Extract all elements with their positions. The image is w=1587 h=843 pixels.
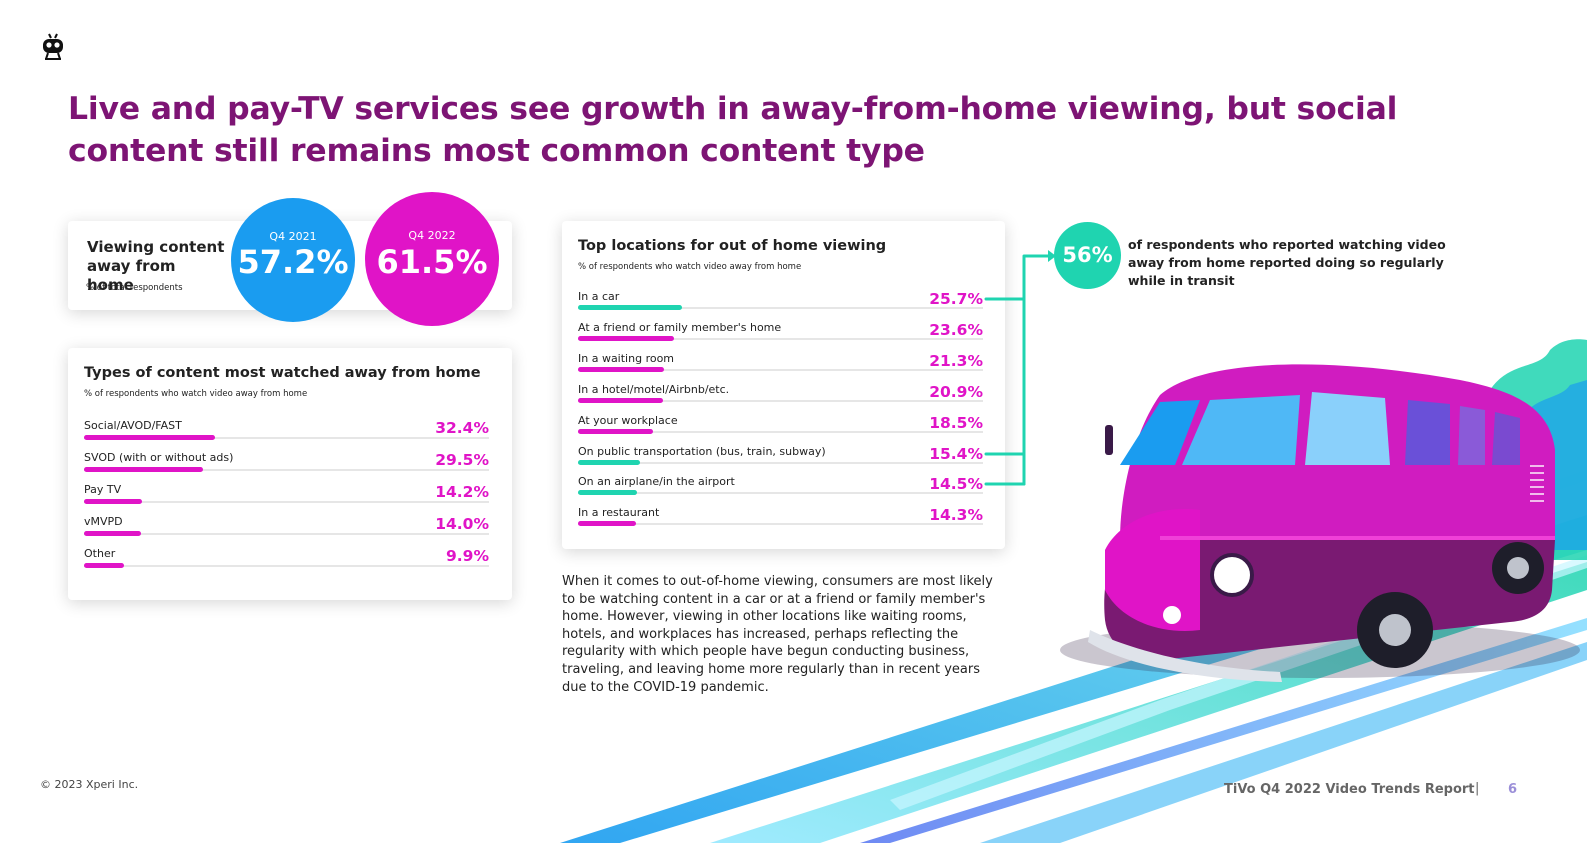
- bar-track: [84, 533, 489, 535]
- bar-value-label: 23.6%: [929, 320, 983, 339]
- bar-label: SVOD (with or without ads): [84, 451, 234, 464]
- bar-row: In a waiting room 21.3%: [578, 352, 983, 383]
- locations-card-subtitle: % of respondents who watch video away fr…: [578, 262, 802, 272]
- bar-label: In a hotel/motel/Airbnb/etc.: [578, 382, 730, 396]
- bar-value-label: 14.3%: [929, 506, 983, 525]
- bus: [1060, 364, 1580, 682]
- q4-2021-value: 57.2%: [237, 243, 349, 281]
- footer-separator: |: [1475, 781, 1480, 796]
- bar-label: Social/AVOD/FAST: [84, 419, 182, 432]
- bar-row: On public transportation (bus, train, su…: [578, 445, 983, 476]
- bar: [578, 428, 653, 434]
- body-paragraph: When it comes to out-of-home viewing, co…: [562, 574, 993, 695]
- bar-value-label: 14.0%: [435, 515, 489, 533]
- bar: [84, 563, 125, 568]
- bar-track: [578, 523, 983, 526]
- transit-stat-circle: 56%: [1054, 222, 1121, 289]
- bar-value-label: 9.9%: [446, 547, 489, 565]
- bar-row: Social/AVOD/FAST 32.4%: [84, 419, 489, 451]
- bar: [84, 467, 204, 472]
- bar-label: vMVPD: [84, 515, 123, 528]
- bar-value-label: 20.9%: [929, 382, 983, 401]
- bar-label: On public transportation (bus, train, su…: [578, 444, 826, 458]
- bar: [578, 459, 641, 465]
- bar: [578, 397, 663, 403]
- transit-connector: [984, 250, 1056, 486]
- bar-label: Pay TV: [84, 483, 122, 496]
- bar-value-label: 14.2%: [435, 483, 489, 501]
- bar: [84, 531, 141, 536]
- bar-row: At your workplace 18.5%: [578, 414, 983, 445]
- bar-label: In a waiting room: [578, 351, 675, 365]
- bar-track: [578, 430, 983, 433]
- report-name: TiVo Q4 2022 Video Trends Report: [1224, 782, 1475, 797]
- bar-row: In a car 25.7%: [578, 290, 983, 321]
- q4-2022-value: 61.5%: [376, 243, 488, 281]
- bar: [578, 490, 637, 496]
- bar-label: On an airplane/in the airport: [578, 475, 735, 489]
- away-card-heading: Viewing content away from home: [87, 238, 225, 294]
- types-card-heading: Types of content most watched away from …: [84, 365, 481, 381]
- bar-track: [578, 492, 983, 495]
- bar-value-label: 14.5%: [929, 475, 983, 494]
- types-card-subtitle: % of respondents who watch video away fr…: [84, 389, 308, 399]
- bar-track: [84, 565, 489, 567]
- transit-stat-text: of respondents who reported watching vid…: [1128, 237, 1446, 288]
- bar-value-label: 32.4%: [435, 419, 489, 437]
- bar-track: [84, 469, 489, 471]
- bar-label: At a friend or family member's home: [578, 320, 782, 334]
- bar-value-label: 21.3%: [929, 351, 983, 370]
- q4-2021-circle: Q4 2021 57.2%: [231, 198, 355, 322]
- bar: [578, 366, 665, 372]
- bar-row: SVOD (with or without ads) 29.5%: [84, 451, 489, 483]
- bar-track: [578, 337, 983, 340]
- bar-row: At a friend or family member's home 23.6%: [578, 321, 983, 352]
- bar-track: [578, 368, 983, 371]
- q4-2022-circle: Q4 2022 61.5%: [365, 192, 499, 326]
- bar-track: [578, 399, 983, 402]
- bar: [578, 335, 674, 341]
- bar-value-label: 25.7%: [929, 290, 983, 308]
- bar-row: Pay TV 14.2%: [84, 483, 489, 515]
- bar-row: In a hotel/motel/Airbnb/etc. 20.9%: [578, 383, 983, 414]
- page-title: Live and pay-TV services see growth in a…: [68, 91, 1398, 169]
- bar-label: In a restaurant: [578, 506, 660, 520]
- bar-row: On an airplane/in the airport 14.5%: [578, 475, 983, 506]
- bar-track: [578, 461, 983, 464]
- bar-value-label: 15.4%: [929, 444, 983, 463]
- bar-track: [84, 437, 489, 439]
- bar-track: [578, 307, 983, 309]
- locations-card-heading: Top locations for out of home viewing: [578, 238, 887, 254]
- bar-label: At your workplace: [578, 413, 678, 427]
- bar-row: Other 9.9%: [84, 547, 489, 579]
- copyright: © 2023 Xperi Inc.: [40, 778, 139, 791]
- q4-2022-label: Q4 2022: [408, 229, 456, 242]
- bar-row: In a restaurant 14.3%: [578, 506, 983, 537]
- bar-value-label: 18.5%: [929, 413, 983, 432]
- bar: [84, 435, 216, 440]
- bus-illustration: [560, 339, 1587, 843]
- bar-value-label: 29.5%: [435, 451, 489, 469]
- q4-2021-label: Q4 2021: [269, 230, 317, 243]
- bar-track: [84, 501, 489, 503]
- bar-row: vMVPD 14.0%: [84, 515, 489, 547]
- away-card-subtitle: % of total respondents: [86, 283, 183, 293]
- tivo-logo-icon: [43, 33, 63, 60]
- bar: [578, 521, 636, 527]
- bar: [578, 305, 683, 310]
- page-number: 6: [1508, 782, 1518, 797]
- bar-label: Other: [84, 547, 116, 560]
- content-types-card: Types of content most watched away from …: [68, 348, 512, 600]
- bar-label: In a car: [578, 290, 620, 303]
- locations-card: Top locations for out of home viewing % …: [562, 221, 1005, 549]
- bar: [84, 499, 142, 504]
